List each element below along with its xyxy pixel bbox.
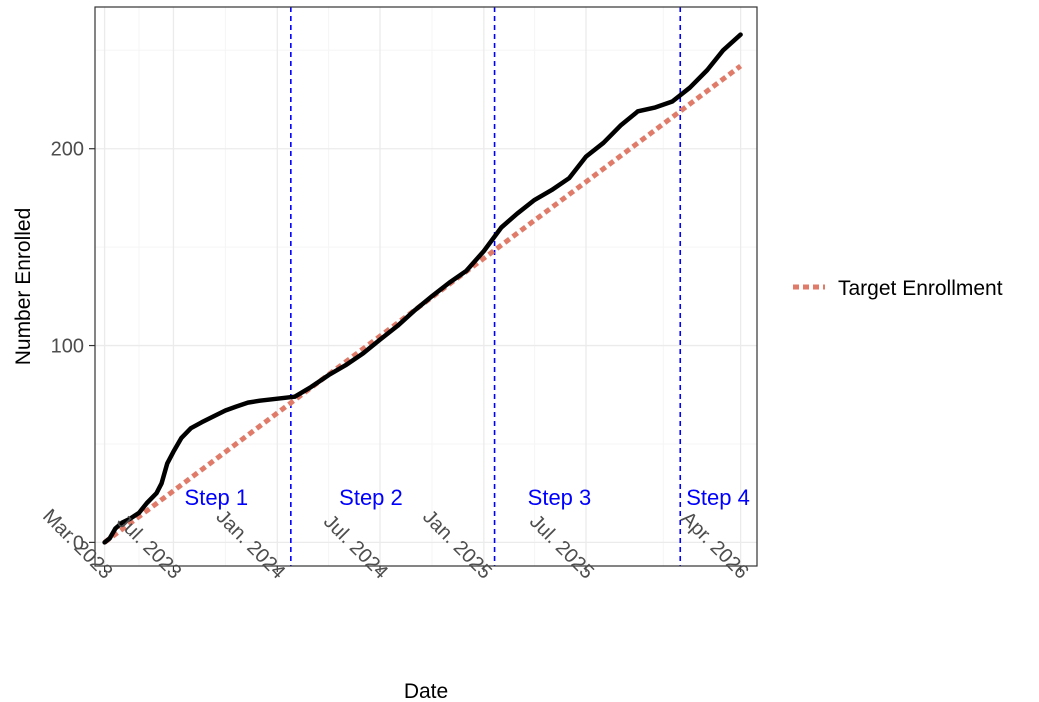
step-label: Step 1	[185, 485, 249, 510]
target-enrollment-line	[103, 63, 743, 545]
x-tick-label: Jul. 2024	[319, 511, 392, 584]
y-tick-label: 200	[51, 139, 84, 161]
y-tick-label: 100	[51, 336, 84, 358]
y-tick-label: 0	[73, 532, 84, 554]
grid	[95, 7, 757, 566]
x-tick-label: Jul. 2023	[113, 511, 186, 584]
y-axis: 0 100 200	[51, 139, 95, 554]
legend: Target Enrollment	[793, 277, 1003, 300]
x-axis-title: Date	[404, 680, 448, 702]
enrolled-line	[102, 32, 743, 545]
step-annotations: Step 1 Step 2 Step 3 Step 4	[185, 485, 750, 510]
y-axis-title: Number Enrolled	[12, 208, 35, 366]
panel-border	[94, 6, 758, 567]
step-label: Step 3	[528, 485, 592, 510]
x-tick-label: Jul. 2025	[525, 511, 598, 584]
series	[102, 32, 743, 545]
step-label: Step 4	[686, 485, 750, 510]
legend-label-target: Target Enrollment	[838, 277, 1003, 300]
step-label: Step 2	[339, 485, 403, 510]
step-boundaries	[290, 7, 682, 566]
